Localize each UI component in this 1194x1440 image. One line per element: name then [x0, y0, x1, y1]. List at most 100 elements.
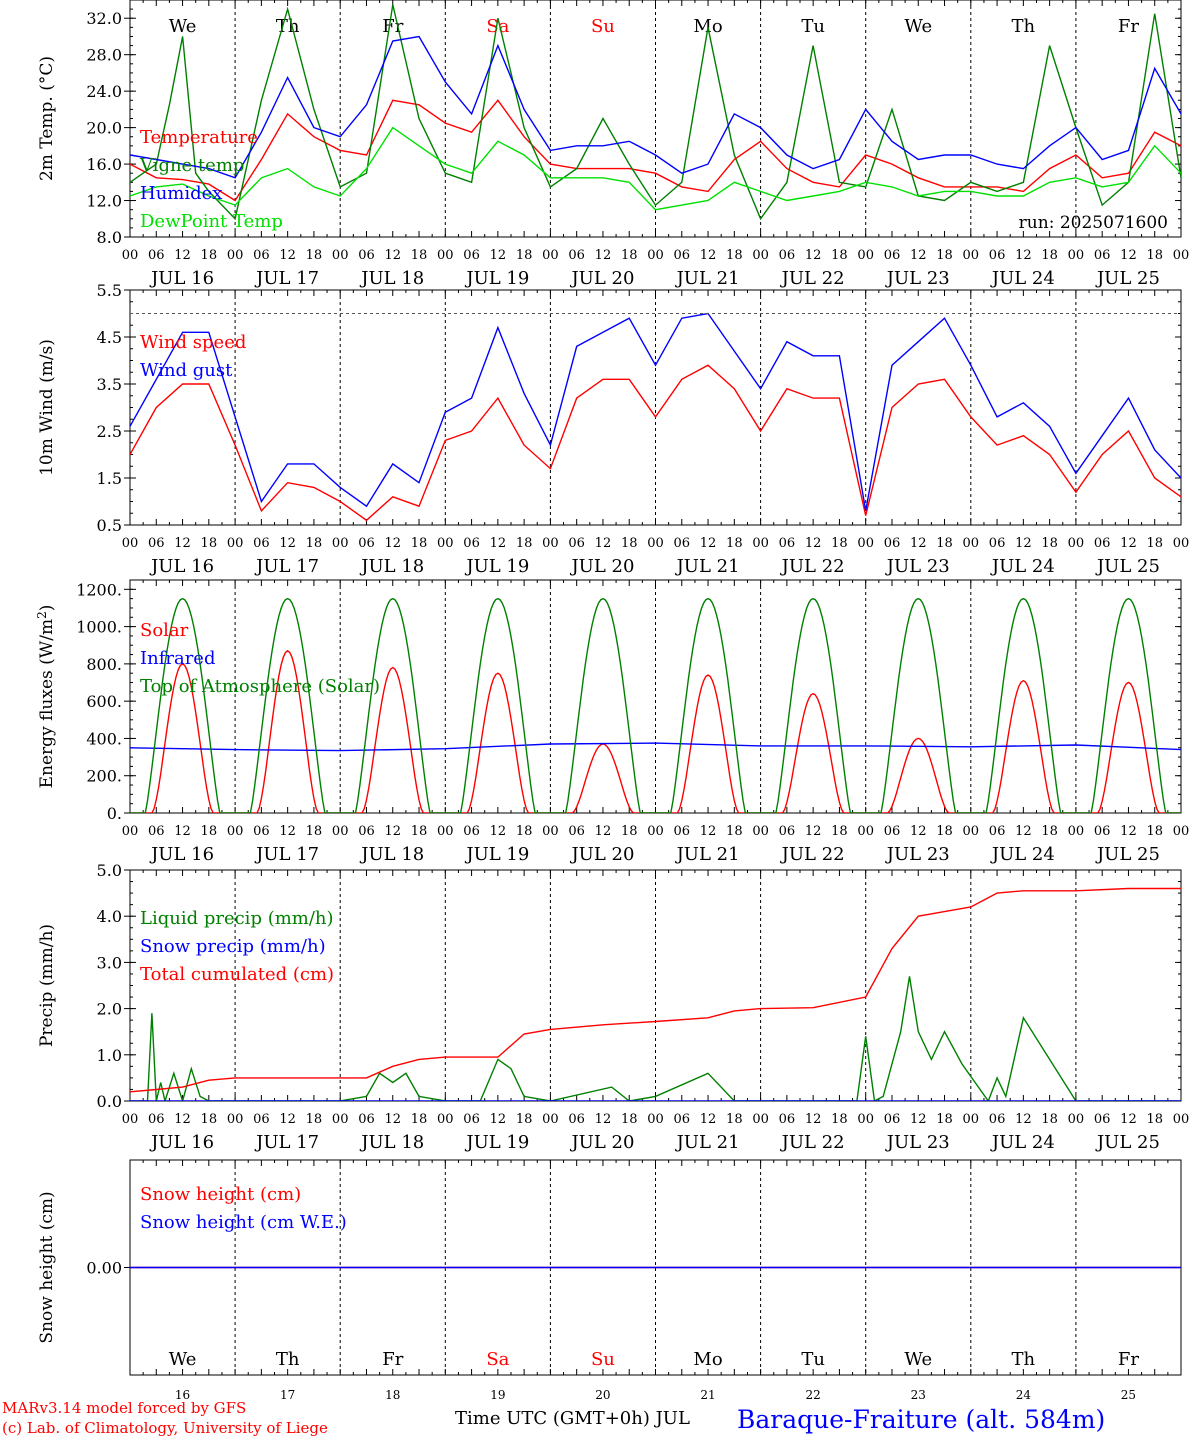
weekday-label: Su — [591, 16, 615, 37]
weekday-label: We — [904, 16, 932, 37]
y-tick-label: 8.0 — [97, 228, 122, 247]
hour-tick-label: 06 — [253, 824, 270, 839]
hour-tick-label: 18 — [1146, 248, 1163, 263]
hour-tick-label: 12 — [384, 824, 401, 839]
y-tick-label: 1000. — [76, 618, 122, 637]
hour-tick-label: 00 — [332, 536, 349, 551]
weekday-label: Th — [276, 16, 300, 37]
hour-tick-label: 00 — [647, 248, 664, 263]
date-label: JUL 25 — [1095, 1132, 1160, 1153]
hour-tick-label: 18 — [1041, 536, 1058, 551]
hour-tick-label: 18 — [936, 536, 953, 551]
hour-tick-label: 06 — [463, 1112, 480, 1127]
hour-tick-label: 12 — [805, 1112, 822, 1127]
hour-tick-label: 12 — [1120, 248, 1137, 263]
y-tick-label: 1.0 — [97, 1046, 122, 1065]
legend-entry: Vigne temp — [139, 155, 244, 176]
weekday-label: Th — [1012, 1349, 1036, 1370]
hour-tick-label: 00 — [1173, 248, 1190, 263]
date-label: JUL 25 — [1095, 556, 1160, 577]
ylabel-part: Energy fluxes (W/m — [37, 619, 57, 788]
date-label: JUL 16 — [149, 268, 214, 289]
weekday-label: Mo — [693, 1349, 722, 1370]
hour-tick-label: 12 — [174, 248, 191, 263]
date-label: JUL 19 — [464, 268, 529, 289]
hour-tick-label: 12 — [174, 824, 191, 839]
day-number-label: 19 — [490, 1388, 505, 1402]
hour-tick-label: 06 — [779, 1112, 796, 1127]
y-tick-label: 28.0 — [86, 46, 122, 65]
hour-tick-label: 06 — [358, 1112, 375, 1127]
date-label: JUL 20 — [569, 844, 634, 865]
y-tick-label: 200. — [86, 767, 122, 786]
weekday-label: Fr — [1118, 1349, 1139, 1370]
hour-tick-label: 12 — [490, 1112, 507, 1127]
hour-tick-label: 00 — [963, 536, 980, 551]
weekday-label: Mo — [693, 16, 722, 37]
footer-time-label: Time UTC (GMT+0h) JUL — [455, 1408, 690, 1429]
hour-tick-label: 12 — [279, 1112, 296, 1127]
hour-tick-label: 18 — [831, 1112, 848, 1127]
hour-tick-label: 18 — [1146, 824, 1163, 839]
date-label: JUL 18 — [359, 1132, 424, 1153]
hour-tick-label: 06 — [568, 1112, 585, 1127]
date-label: JUL 24 — [990, 268, 1055, 289]
hour-tick-label: 06 — [148, 824, 165, 839]
weekday-label: Fr — [382, 1349, 403, 1370]
hour-tick-label: 18 — [411, 1112, 428, 1127]
date-label: JUL 17 — [254, 556, 319, 577]
hour-tick-label: 12 — [595, 248, 612, 263]
hour-tick-label: 18 — [1146, 536, 1163, 551]
weekday-label: Sa — [486, 1349, 509, 1370]
hour-tick-label: 12 — [384, 536, 401, 551]
y-tick-label: 0.0 — [97, 1092, 122, 1111]
legend-entry: Top of Atmosphere (Solar) — [140, 676, 380, 697]
date-label: JUL 22 — [780, 268, 845, 289]
series-vigne-temp — [130, 4, 1181, 221]
hour-tick-label: 06 — [884, 824, 901, 839]
y-tick-label: 2.5 — [97, 422, 122, 441]
hour-tick-label: 12 — [490, 536, 507, 551]
hour-tick-label: 06 — [463, 536, 480, 551]
hour-tick-label: 00 — [857, 824, 874, 839]
date-label: JUL 22 — [780, 844, 845, 865]
day-number-label: 22 — [806, 1388, 821, 1402]
date-label: JUL 17 — [254, 844, 319, 865]
date-label: JUL 21 — [675, 556, 740, 577]
day-number-label: 23 — [911, 1388, 926, 1402]
hour-tick-label: 06 — [1094, 536, 1111, 551]
series-wind-speed — [130, 364, 1181, 522]
hour-tick-label: 06 — [989, 536, 1006, 551]
legend-entry: Wind gust — [140, 360, 233, 381]
hour-tick-label: 00 — [647, 536, 664, 551]
legend-entry: Liquid precip (mm/h) — [140, 908, 334, 929]
series-liquid-precip-mm-h- — [130, 976, 1181, 1101]
hour-tick-label: 00 — [122, 1112, 139, 1127]
hour-tick-label: 18 — [936, 1112, 953, 1127]
date-label: JUL 16 — [149, 556, 214, 577]
y-tick-label: 600. — [86, 692, 122, 711]
hour-tick-label: 06 — [779, 248, 796, 263]
hour-tick-label: 12 — [700, 248, 717, 263]
date-label: JUL 23 — [885, 1132, 950, 1153]
energy-series-group — [130, 597, 1181, 813]
wind-series-group — [130, 312, 1181, 522]
hour-tick-label: 18 — [201, 824, 218, 839]
date-label: JUL 24 — [990, 556, 1055, 577]
y-tick-label: 12.0 — [86, 192, 122, 211]
panel-temperature: 8.0 12.0 16.0 20.0 24.0 28.0 32.0 2m Temp. (°C)… — [37, 0, 1189, 289]
y-tick-label: 800. — [86, 655, 122, 674]
series-wind-gust — [130, 312, 1181, 512]
y-tick-label: 5.5 — [97, 281, 122, 300]
date-label: JUL 19 — [464, 556, 529, 577]
temperature-ylabel: 2m Temp. (°C) — [37, 56, 57, 181]
date-label: JUL 23 — [885, 268, 950, 289]
y-tick-label: 0.00 — [86, 1259, 122, 1278]
hour-tick-label: 00 — [1173, 536, 1190, 551]
hour-tick-label: 00 — [332, 248, 349, 263]
hour-tick-label: 06 — [779, 536, 796, 551]
hour-tick-label: 06 — [568, 248, 585, 263]
hour-tick-label: 06 — [884, 536, 901, 551]
day-number-label: 25 — [1121, 1388, 1136, 1402]
hour-tick-label: 12 — [595, 824, 612, 839]
